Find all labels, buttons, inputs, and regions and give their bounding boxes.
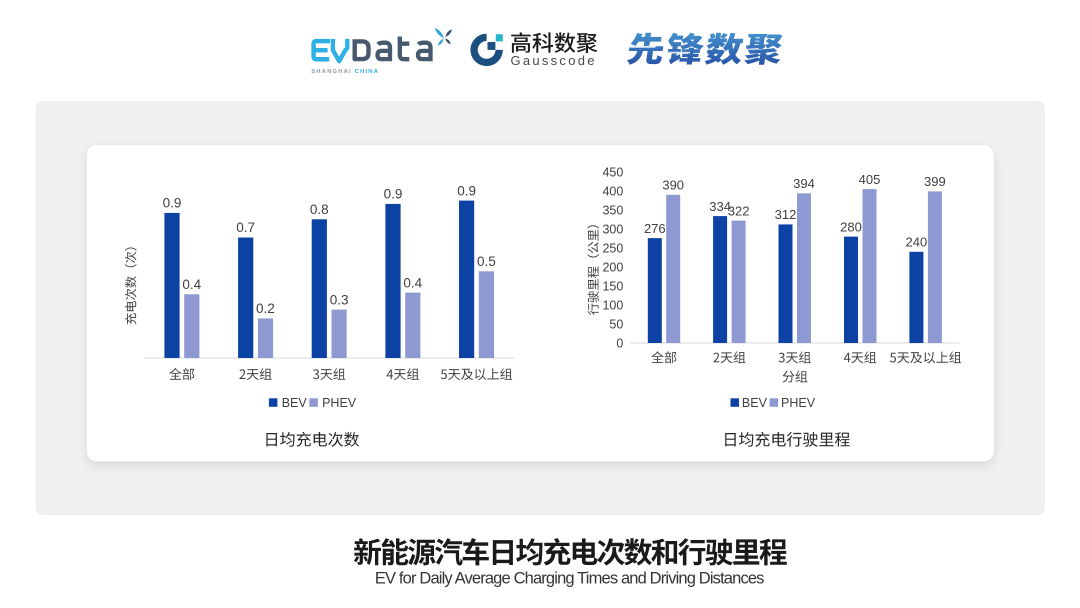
svg-text:0.4: 0.4 xyxy=(403,275,422,290)
svg-text:0.2: 0.2 xyxy=(256,301,275,316)
svg-text:280: 280 xyxy=(840,219,862,234)
svg-text:399: 399 xyxy=(924,174,946,189)
svg-text:0.9: 0.9 xyxy=(384,187,403,202)
svg-text:394: 394 xyxy=(793,176,815,191)
svg-text:0.9: 0.9 xyxy=(163,196,182,211)
svg-text:322: 322 xyxy=(728,203,750,218)
svg-text:EV for Daily Average Charging: EV for Daily Average Charging Times and … xyxy=(375,570,764,588)
svg-text:Gausscode: Gausscode xyxy=(511,53,597,68)
svg-text:BEV: BEV xyxy=(282,396,308,410)
svg-text:200: 200 xyxy=(602,261,623,275)
svg-text:0.9: 0.9 xyxy=(457,183,476,198)
svg-text:0.3: 0.3 xyxy=(330,292,349,307)
svg-text:SHANGHAI CHINA: SHANGHAI CHINA xyxy=(311,69,379,75)
svg-text:0: 0 xyxy=(616,337,623,351)
svg-text:PHEV: PHEV xyxy=(781,396,816,410)
svg-text:390: 390 xyxy=(662,178,684,193)
svg-text:150: 150 xyxy=(602,280,623,294)
svg-text:BEV: BEV xyxy=(742,396,768,410)
svg-text:450: 450 xyxy=(602,166,623,180)
svg-text:0.8: 0.8 xyxy=(310,202,329,217)
svg-text:400: 400 xyxy=(602,185,623,199)
svg-text:405: 405 xyxy=(859,172,881,187)
svg-text:0.5: 0.5 xyxy=(477,254,496,269)
svg-text:100: 100 xyxy=(602,299,623,313)
svg-text:PHEV: PHEV xyxy=(322,396,357,410)
svg-text:250: 250 xyxy=(602,242,623,256)
svg-text:300: 300 xyxy=(602,223,623,237)
svg-text:276: 276 xyxy=(644,221,666,236)
svg-text:334: 334 xyxy=(709,199,731,214)
svg-text:350: 350 xyxy=(602,204,623,218)
svg-text:240: 240 xyxy=(906,235,928,250)
svg-text:50: 50 xyxy=(609,318,623,332)
svg-text:312: 312 xyxy=(775,207,797,222)
svg-text:0.4: 0.4 xyxy=(182,277,201,292)
svg-text:0.7: 0.7 xyxy=(236,220,255,235)
